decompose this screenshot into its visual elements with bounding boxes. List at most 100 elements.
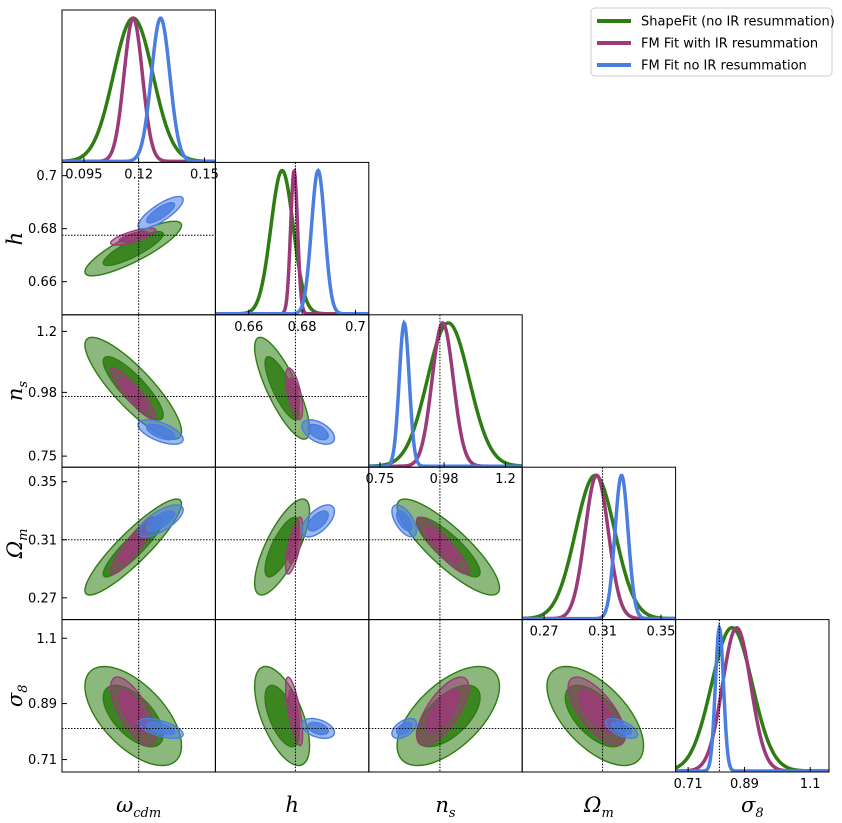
panel-content — [62, 314, 216, 468]
density-curve-2 — [62, 16, 216, 163]
panel-h-h — [214, 161, 370, 316]
y-tick-label-s8: 0.89 — [28, 697, 57, 712]
contour-68-series-2 — [395, 510, 413, 532]
contour-68-series-1 — [425, 689, 460, 734]
panel-wcdm-Om: 0.27 0.31 0.35 — [28, 466, 216, 621]
panel-content — [215, 467, 369, 620]
panel-wcdm-s8: 0.095 0.12 0.15 0.71 0.89 1.1 — [28, 157, 219, 773]
x-axis-label-h: h — [285, 793, 299, 817]
contour-68-series-2 — [145, 423, 176, 441]
contour-68-series-1 — [288, 689, 301, 734]
density-curve-1 — [215, 167, 369, 315]
y-tick-label-s8: 1.1 — [36, 632, 57, 647]
panel-content — [215, 314, 369, 468]
density-curve-2 — [522, 473, 676, 620]
panel-wcdm-h: 0.66 0.68 0.7 — [28, 161, 216, 316]
panel-content — [522, 619, 676, 772]
panel-content — [675, 619, 829, 772]
panel-ns-ns — [368, 314, 523, 468]
density-curve-1 — [62, 16, 216, 163]
density-curve-1 — [522, 473, 676, 620]
contour-68-series-1 — [288, 527, 301, 564]
x-axis-label-wcdm: ωcdm — [116, 793, 161, 821]
legend-box — [590, 7, 833, 77]
x-tick-label-ns: 0.75 — [365, 472, 394, 487]
density-curve-2 — [368, 319, 523, 468]
panels-layer: 0.660.680.70.750.981.20.270.310.350.095 0… — [3, 9, 830, 821]
panel-Om-s8: 0.27 0.31 0.35 — [521, 614, 677, 773]
density-curve-2 — [675, 622, 829, 772]
contour-68-series-2 — [145, 721, 176, 736]
panel-content — [368, 314, 523, 468]
x-tick-label-s8: 0.71 — [674, 777, 703, 792]
panel-h-ns — [214, 314, 370, 468]
x-tick-label-ns: 1.2 — [495, 472, 516, 487]
panel-frame — [521, 466, 677, 621]
panel-wcdm-ns: 0.75 0.98 1.2 — [28, 314, 216, 468]
y-tick-label-Om: 0.35 — [28, 475, 57, 490]
x-axis-label-s8: σ8 — [741, 793, 764, 821]
x-tick-label-h: 0.66 — [234, 320, 263, 335]
contour-68-series-2 — [307, 510, 329, 532]
contour-68-series-2 — [145, 510, 176, 532]
contour-68-series-1 — [118, 377, 148, 411]
y-tick-label-s8: 0.71 — [28, 753, 57, 768]
x-tick-label-wcdm: 0.095 — [65, 167, 102, 182]
density-curve-2 — [215, 167, 369, 315]
legend-label-2: FM Fit no IR resummation — [641, 59, 807, 74]
panel-h-Om — [214, 466, 370, 621]
x-tick-label-Om: 0.31 — [588, 625, 617, 640]
y-tick-label-h: 0.66 — [28, 275, 57, 290]
panel-content — [522, 467, 676, 620]
panel-frame — [368, 314, 523, 468]
y-tick-label-Om: 0.31 — [28, 533, 57, 548]
y-tick-label-Om: 0.27 — [28, 591, 57, 606]
x-tick-label-h: 0.68 — [288, 320, 317, 335]
x-tick-label-ns: 0.98 — [430, 472, 459, 487]
density-curve-0 — [522, 473, 676, 620]
panel-wcdm-wcdm — [61, 9, 216, 163]
panel-content — [62, 467, 216, 620]
contour-68-series-1 — [288, 377, 301, 411]
y-tick-label-ns: 0.75 — [28, 450, 57, 465]
y-tick-label-h: 0.7 — [36, 169, 57, 184]
x-tick-label-wcdm: 0.15 — [190, 167, 219, 182]
contour-68-series-2 — [307, 423, 329, 441]
x-tick-label-wcdm: 0.12 — [124, 167, 153, 182]
x-tick-label-s8: 1.1 — [800, 777, 821, 792]
panel-s8-s8: 0.71 0.89 1.1 — [674, 619, 830, 792]
density-curve-1 — [368, 321, 523, 468]
x-tick-label-Om: 0.35 — [647, 625, 676, 640]
contour-68-series-1 — [425, 527, 460, 564]
legend: ShapeFit (no IR resummation) FM Fit with … — [590, 7, 835, 77]
x-tick-label-s8: 0.89 — [730, 777, 759, 792]
panel-ns-s8: 0.75 0.98 1.2 — [365, 462, 523, 773]
panel-ns-Om — [368, 466, 523, 621]
y-axis-label-h: h — [3, 232, 27, 246]
panel-content — [368, 619, 523, 772]
x-axis-label-ns: ns — [435, 793, 456, 821]
y-axis-label-ns: ns — [3, 381, 31, 402]
legend-label-1: FM Fit with IR resummation — [641, 37, 818, 52]
y-tick-label-h: 0.68 — [28, 222, 57, 237]
x-axis-label-Om: Ωm — [583, 793, 614, 821]
panel-content — [215, 162, 369, 315]
y-axis-label-Om: Ωm — [3, 529, 31, 560]
contour-68-series-2 — [395, 721, 413, 736]
contour-68-series-2 — [145, 201, 176, 224]
panel-frame — [675, 619, 830, 773]
panel-content — [215, 619, 369, 772]
y-tick-label-ns: 1.2 — [36, 325, 57, 340]
contour-68-series-1 — [118, 527, 148, 564]
x-tick-label-h: 0.7 — [345, 320, 366, 335]
panel-h-s8: 0.66 0.68 0.7 — [214, 309, 370, 773]
y-tick-label-ns: 0.98 — [28, 386, 57, 401]
y-axis-label-s8: σ8 — [3, 684, 31, 707]
panel-content — [62, 619, 216, 772]
panel-content — [62, 16, 216, 163]
panel-content — [368, 467, 523, 620]
contour-68-series-1 — [118, 230, 148, 243]
density-curve-1 — [675, 626, 829, 772]
x-tick-label-Om: 0.27 — [530, 625, 559, 640]
